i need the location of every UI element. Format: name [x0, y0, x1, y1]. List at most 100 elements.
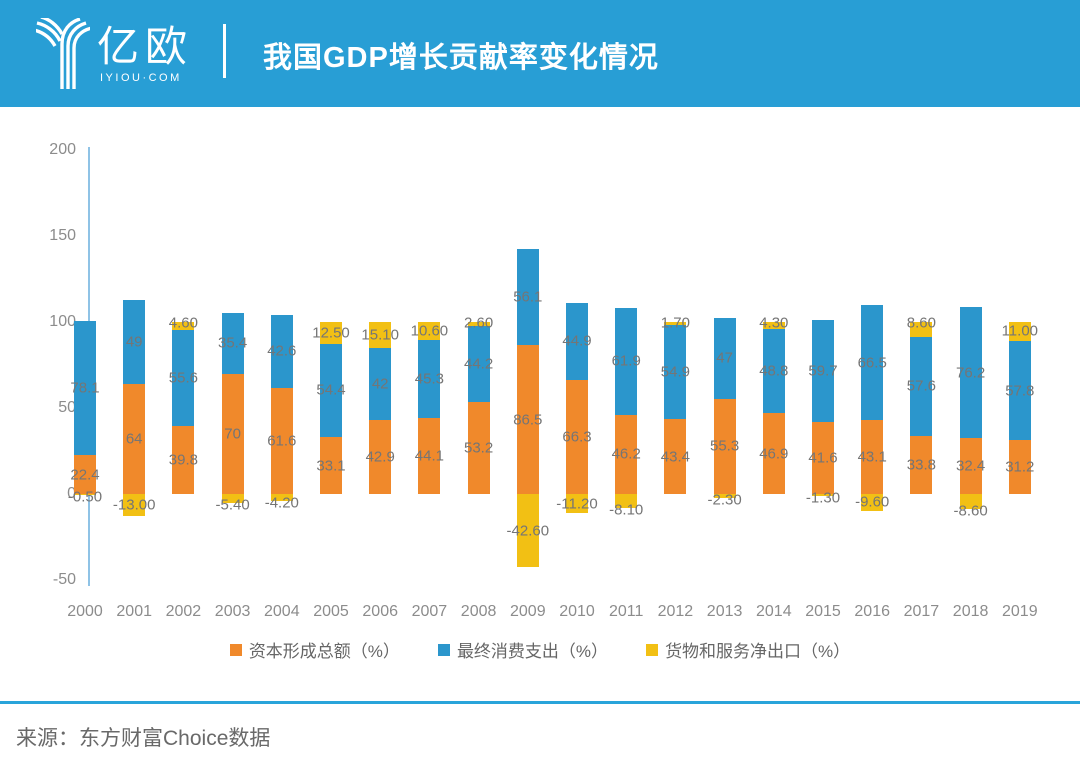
x-tick-label: 2016 [854, 603, 890, 620]
bar-segment [369, 322, 392, 348]
x-tick-label: 2003 [214, 603, 251, 620]
logo-text: 亿欧 [97, 23, 194, 70]
legend-label: 资本形成总额（%） [248, 642, 400, 661]
bar-segment [1008, 322, 1031, 341]
bar-segment [467, 322, 490, 327]
x-tick-label: 2008 [460, 603, 497, 620]
x-tick-label: 2007 [411, 603, 448, 620]
bar-label: 61.9 [611, 352, 641, 370]
bar-label: -8.10 [609, 501, 644, 519]
bar-segment [664, 322, 687, 325]
bar-label: 32.4 [955, 457, 986, 475]
bar-segment [812, 319, 834, 423]
x-tick-label: 2010 [559, 603, 595, 620]
bar-label: 33.8 [906, 456, 936, 474]
bar-label: -9.60 [855, 493, 890, 511]
bar-segment [664, 419, 687, 494]
x-tick-label: 2006 [362, 603, 398, 620]
bar-label: -4.20 [264, 494, 299, 512]
header-banner: 亿欧 IYIOU·COM 我国GDP增长贡献率变化情况 [0, 0, 1080, 107]
bar-segment [221, 494, 244, 504]
bar-label: 42 [371, 375, 389, 393]
x-tick-label: 2004 [264, 603, 300, 620]
bar-segment [516, 494, 539, 568]
bar-label: 54.9 [660, 363, 690, 381]
bar-segment [713, 318, 736, 399]
legend-swatch-icon [437, 643, 450, 656]
x-tick-label: 2014 [756, 603, 792, 620]
bar-label: 48.8 [759, 362, 789, 380]
y-tick-label: 0 [67, 485, 76, 502]
bar-segment [861, 494, 884, 511]
bar-segment [566, 379, 588, 494]
x-tick-label: 2013 [706, 603, 743, 620]
bar-label: -1.30 [805, 489, 841, 507]
x-tick-label: 2000 [67, 603, 103, 620]
bar-segment [369, 420, 392, 494]
bar-label: 33.1 [316, 457, 346, 475]
bar-segment [320, 343, 342, 438]
bar-segment [221, 373, 244, 494]
bar-segment [910, 322, 933, 337]
bar-segment [320, 437, 342, 494]
legend-swatch-icon [229, 643, 242, 656]
bar-segment [762, 322, 785, 330]
legend-item: 资本形成总额（%） [229, 637, 400, 662]
bar-segment [713, 398, 736, 494]
logo-subtext: IYIOU·COM [100, 72, 182, 84]
bar-segment [762, 329, 785, 414]
bar-label: 42.6 [267, 342, 297, 360]
bar-segment [270, 494, 293, 502]
bar-label: 8.60 [906, 314, 936, 332]
x-tick-label: 2012 [657, 603, 694, 620]
bar-label: 46.9 [759, 445, 789, 463]
bar-label: 86.5 [513, 411, 543, 429]
legend-label: 货物和服务净出口（%） [665, 642, 851, 661]
x-tick-label: 2002 [165, 603, 202, 620]
bar-label: 44.2 [463, 355, 494, 373]
bar-label: -42.60 [506, 522, 550, 540]
x-tick-label: 2009 [510, 603, 546, 620]
bar-label: -8.60 [953, 502, 988, 520]
bar-label: 70 [224, 425, 241, 443]
bar-label: -5.40 [215, 496, 250, 514]
x-tick-label: 2011 [608, 603, 644, 620]
bar-label: 45.3 [414, 370, 444, 388]
bar-segment [74, 494, 96, 495]
bar-segment [123, 494, 146, 517]
iyiou-logo-icon [36, 18, 90, 89]
x-tick-label: 2015 [805, 603, 841, 620]
bar-label: 35.4 [217, 334, 248, 352]
bar-segment [516, 248, 539, 346]
y-tick-label: 100 [49, 313, 76, 330]
gdp-stacked-bar-chart: 200 150 100 50 0 -50 22.4 78.1 -0.50 64 49 -13.00 3… [0, 107, 1080, 677]
bar-segment [270, 388, 293, 494]
bar-segment [615, 308, 638, 415]
bar-segment [910, 435, 933, 494]
bar-label: 76.2 [955, 364, 986, 382]
bar-segment [467, 402, 490, 494]
bar-label: -2.30 [707, 491, 742, 509]
bar-segment [861, 419, 884, 494]
bar-label: 1.70 [660, 314, 690, 332]
bar-label: 39.8 [168, 451, 198, 469]
bar-segment [566, 302, 588, 380]
bar-label: 47 [716, 349, 733, 367]
bar-label: 78.1 [70, 379, 100, 397]
bar-label: 49 [125, 333, 143, 351]
bar-label: -11.20 [556, 495, 598, 513]
bar-label: 42.9 [365, 448, 395, 466]
bar-label: 2.60 [463, 314, 494, 332]
bar-segment [467, 326, 490, 403]
header-divider [223, 24, 226, 78]
bar-label: 44.9 [562, 332, 592, 350]
footer-divider-line [0, 701, 1080, 704]
bar-segment [959, 494, 982, 509]
bar-label: 4.60 [168, 314, 198, 332]
bar-label: 10.60 [410, 322, 449, 340]
legend-item: 最终消费支出（%） [437, 637, 608, 662]
bar-label: 44.1 [414, 447, 444, 465]
bar-label: 66.3 [562, 428, 592, 446]
bar-segment [418, 322, 441, 341]
bar-segment [418, 418, 441, 494]
